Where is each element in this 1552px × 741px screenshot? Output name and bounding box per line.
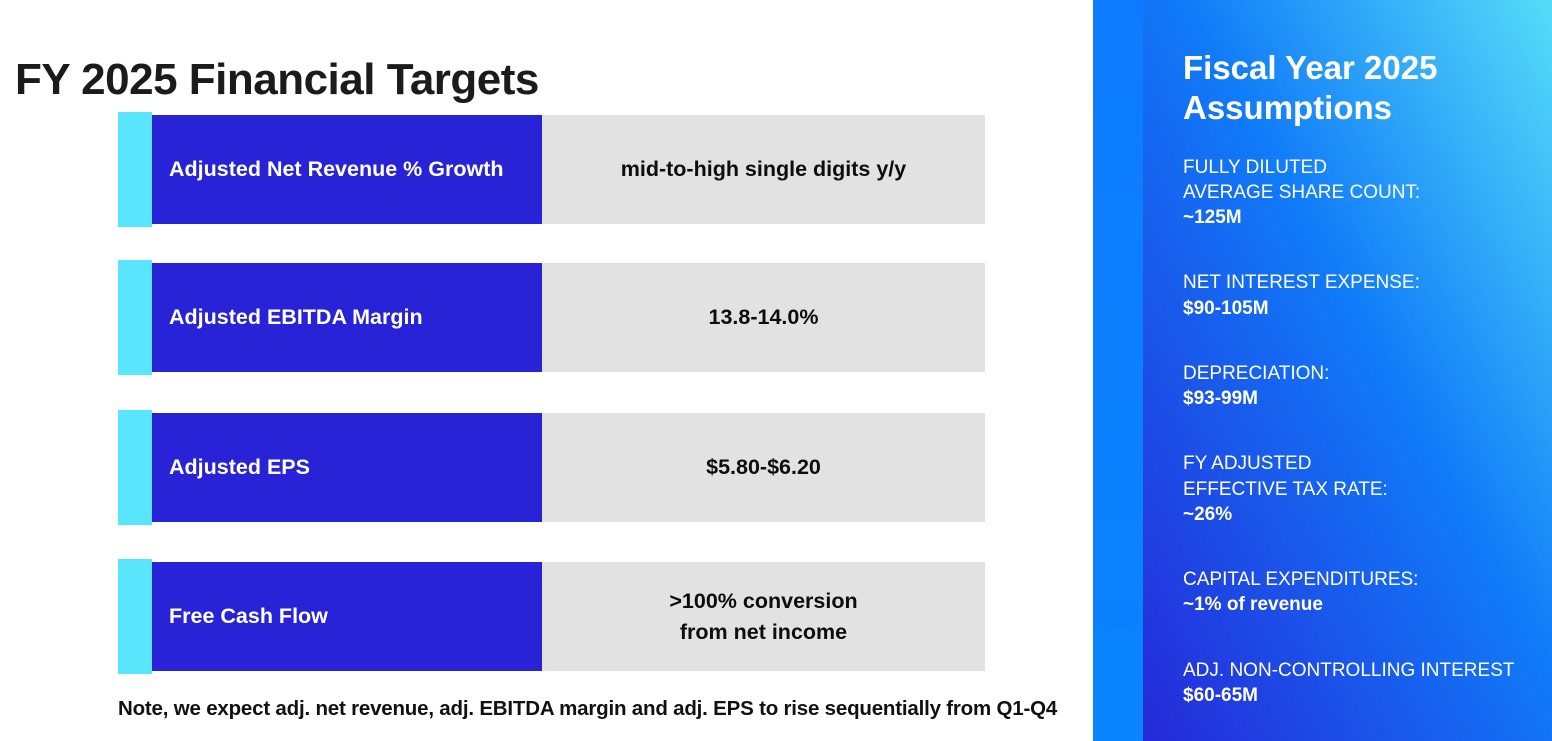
panel-accent-strip	[1093, 0, 1143, 741]
row-label: Adjusted EBITDA Margin	[152, 263, 542, 372]
assumption-label: NET INTEREST EXPENSE:	[1183, 272, 1420, 294]
assumption-value: $90-105M	[1183, 297, 1269, 319]
footnote: Note, we expect adj. net revenue, adj. E…	[118, 697, 1058, 720]
assumption-value: $60-65M	[1183, 684, 1258, 706]
accent-bar	[118, 559, 152, 674]
page-title: FY 2025 Financial Targets	[15, 55, 539, 105]
accent-bar	[118, 410, 152, 525]
accent-bar	[118, 260, 152, 375]
assumption-item: ADJ. NON-CONTROLLING INTEREST $60-65M	[1183, 658, 1534, 709]
table-row: Adjusted EPS $5.80-$6.20	[118, 410, 985, 525]
assumption-value: $93-99M	[1183, 388, 1258, 410]
assumption-value: ~1% of revenue	[1183, 594, 1323, 616]
row-value: mid-to-high single digits y/y	[542, 115, 985, 224]
row-label: Adjusted Net Revenue % Growth	[152, 115, 542, 224]
assumption-label: FY ADJUSTED EFFECTIVE TAX RATE:	[1183, 453, 1388, 500]
assumption-label: FULLY DILUTED AVERAGE SHARE COUNT:	[1183, 156, 1421, 203]
row-label: Adjusted EPS	[152, 413, 542, 522]
row-value: >100% conversion from net income	[542, 562, 985, 671]
assumption-item: CAPITAL EXPENDITURES: ~1% of revenue	[1183, 567, 1534, 618]
assumption-label: DEPRECIATION:	[1183, 362, 1330, 384]
assumption-label: CAPITAL EXPENDITURES:	[1183, 569, 1419, 591]
assumption-value: ~125M	[1183, 207, 1242, 229]
table-row: Free Cash Flow >100% conversion from net…	[118, 559, 985, 674]
row-label: Free Cash Flow	[152, 562, 542, 671]
row-value: $5.80-$6.20	[542, 413, 985, 522]
panel-title: Fiscal Year 2025 Assumptions	[1183, 49, 1438, 127]
accent-bar	[118, 112, 152, 227]
assumptions-panel: Fiscal Year 2025 Assumptions FULLY DILUT…	[1143, 0, 1552, 741]
assumption-label: ADJ. NON-CONTROLLING INTEREST	[1183, 659, 1515, 681]
table-row: Adjusted Net Revenue % Growth mid-to-hig…	[118, 112, 985, 227]
assumption-value: ~26%	[1183, 503, 1233, 525]
assumption-item: FULLY DILUTED AVERAGE SHARE COUNT: ~125M	[1183, 155, 1534, 231]
row-value: 13.8-14.0%	[542, 263, 985, 372]
assumption-item: DEPRECIATION: $93-99M	[1183, 361, 1534, 412]
assumption-item: NET INTEREST EXPENSE: $90-105M	[1183, 270, 1534, 321]
assumption-item: FY ADJUSTED EFFECTIVE TAX RATE: ~26%	[1183, 451, 1534, 527]
table-row: Adjusted EBITDA Margin 13.8-14.0%	[118, 260, 985, 375]
